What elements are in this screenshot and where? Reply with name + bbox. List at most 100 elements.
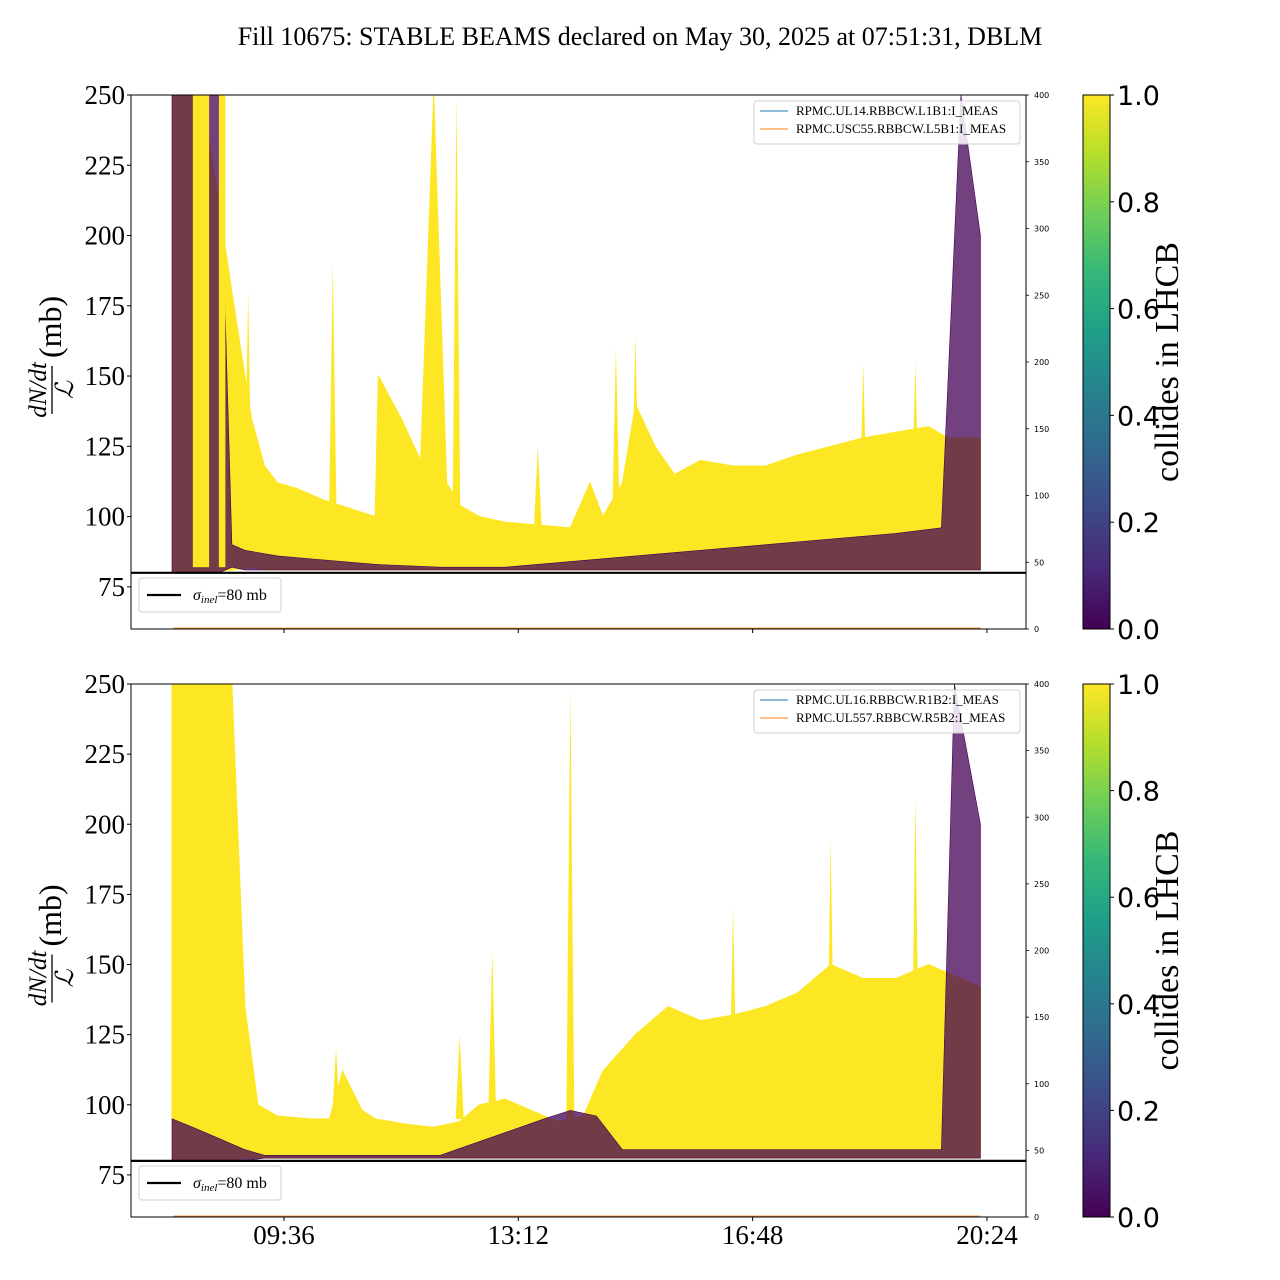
legend-box [138,577,282,613]
ylabel-numerator: dN/dt [25,950,52,1007]
colorbar-label: collides in LHCB [1149,242,1186,482]
collides-spike [859,362,868,531]
reference-legend: σinel=80 mb [138,1165,282,1201]
collides-spike [631,333,640,531]
right-axis-tick-label: 300 [1034,813,1049,822]
colorbar-tick-label: 0.2 [1117,508,1160,539]
chart-title: Fill 10675: STABLE BEAMS declared on May… [238,22,1043,51]
collides-spike [328,263,337,531]
legend-entry: RPMC.UL557.RBBCW.R5B2:I_MEAS [796,710,1005,725]
xtick-label: 09:36 [253,1220,315,1250]
ytick-label: 125 [85,431,126,461]
collides-spike [452,95,461,531]
colorbar-tick-label: 1.0 [1117,81,1160,112]
colorbar-tick-label: 0.0 [1117,615,1160,646]
collides-spike [611,347,620,531]
ylabel-unit: (mb) [32,884,68,946]
reference-legend: σinel=80 mb [138,577,282,613]
right-axis-tick-label: 250 [1034,291,1049,300]
ytick-label: 250 [85,669,126,699]
top-panel: 75 100 125 150 175 200 225 250 0 50 100 150 200 250 30… [25,80,1186,646]
collides-spike [332,1048,341,1119]
ytick-label: 175 [85,291,126,321]
ylabel-denominator: ℒ [52,380,79,399]
colorbar-gradient [1082,94,1111,630]
collides-spike [566,689,575,1119]
ytick-label: 250 [85,80,126,110]
colorbar: 0.0 0.2 0.4 0.6 0.8 1.0 collides in LHCB [1082,81,1186,646]
ytick-label: 200 [85,221,126,251]
legend-box [138,1165,282,1201]
right-axis-tick-label: 100 [1034,1080,1049,1089]
collides-band [192,95,210,568]
right-axis-tick-label: 350 [1034,747,1049,756]
ytick-label: 75 [98,572,125,602]
right-axis-tick-label: 150 [1034,1013,1049,1022]
sigma-symbol: σ [193,1175,202,1192]
colorbar: 0.0 0.2 0.4 0.6 0.8 1.0 collides in LHCB [1082,670,1186,1234]
right-axis-tick-label: 0 [1034,625,1039,634]
ytick-label: 225 [85,150,126,180]
xtick-label: 16:48 [722,1220,784,1250]
collides-spike [244,291,253,531]
reference-legend-label: σinel=80 mb [193,587,267,606]
colorbar-gradient [1082,683,1111,1218]
xtick-label: 13:12 [488,1220,550,1250]
right-axis-tick-label: 200 [1034,358,1049,367]
right-axis-tick-label: 50 [1034,558,1044,567]
legend-box [753,100,1021,145]
colorbar-tick-label: 0.0 [1117,1203,1160,1234]
ytick-label: 100 [85,1090,126,1120]
legend-entry: RPMC.UL14.RBBCW.L1B1:I_MEAS [796,103,998,118]
series-legend: RPMC.UL14.RBBCW.L1B1:I_MEAS RPMC.USC55.RB… [753,100,1021,145]
xtick-label: 20:24 [956,1220,1018,1250]
right-axis-tick-label: 400 [1034,680,1049,689]
right-axis-tick-label: 400 [1034,91,1049,100]
colorbar-tick-label: 0.6 [1117,883,1160,914]
ytick-label: 100 [85,502,126,532]
sigma-value: =80 mb [217,1175,266,1192]
right-axis-tick-label: 350 [1034,158,1049,167]
collides-spike [911,796,920,1119]
right-axis-tick-label: 150 [1034,425,1049,434]
colorbar-label-group: collides in LHCB [1149,831,1186,1071]
collides-spike [911,362,920,531]
colorbar-tick-label: 0.4 [1117,990,1160,1021]
ylabel-unit: (mb) [32,296,68,358]
colorbar-tick-label: 0.4 [1117,401,1160,432]
sigma-symbol: σ [193,587,202,604]
reference-legend-label: σinel=80 mb [193,1175,267,1194]
plot-area [171,684,981,1162]
ylabel-denominator: ℒ [52,969,79,988]
collides-spike [826,838,835,1119]
series-legend: RPMC.UL16.RBBCW.R1B2:I_MEAS RPMC.UL557.RB… [753,689,1021,734]
colorbar-label: collides in LHCB [1149,831,1186,1071]
noncollides-envelope [171,95,981,574]
collides-spike [455,1034,464,1119]
plot-area [171,95,981,574]
colorbar-tick-label: 0.8 [1117,188,1160,219]
y-axis-label: dN/dt ℒ (mb) [25,884,79,1006]
sigma-value: =80 mb [217,587,266,604]
y-axis-label: dN/dt ℒ (mb) [25,296,79,418]
colorbar-tick-label: 1.0 [1117,670,1160,701]
collides-envelope [171,684,981,1162]
sigma-subscript: inel [201,594,218,606]
ytick-label: 225 [85,739,126,769]
sigma-subscript: inel [201,1182,218,1194]
ytick-label: 150 [85,950,126,980]
legend-entry: RPMC.USC55.RBBCW.L5B1:I_MEAS [796,121,1006,136]
ytick-label: 175 [85,879,126,909]
ytick-label: 125 [85,1020,126,1050]
collides-envelope [171,95,981,574]
colorbar-label-group: collides in LHCB [1149,242,1186,482]
colorbar-tick-label: 0.8 [1117,777,1160,808]
bottom-panel: 75 100 125 150 175 200 225 250 0 50 100 150 200 250 30… [25,669,1186,1250]
colorbar-tick-label: 0.6 [1117,295,1160,326]
right-axis-tick-label: 200 [1034,947,1049,956]
ylabel-numerator: dN/dt [25,361,52,418]
right-axis-tick-label: 250 [1034,880,1049,889]
collides-spike [429,95,438,531]
legend-box [753,689,1021,734]
